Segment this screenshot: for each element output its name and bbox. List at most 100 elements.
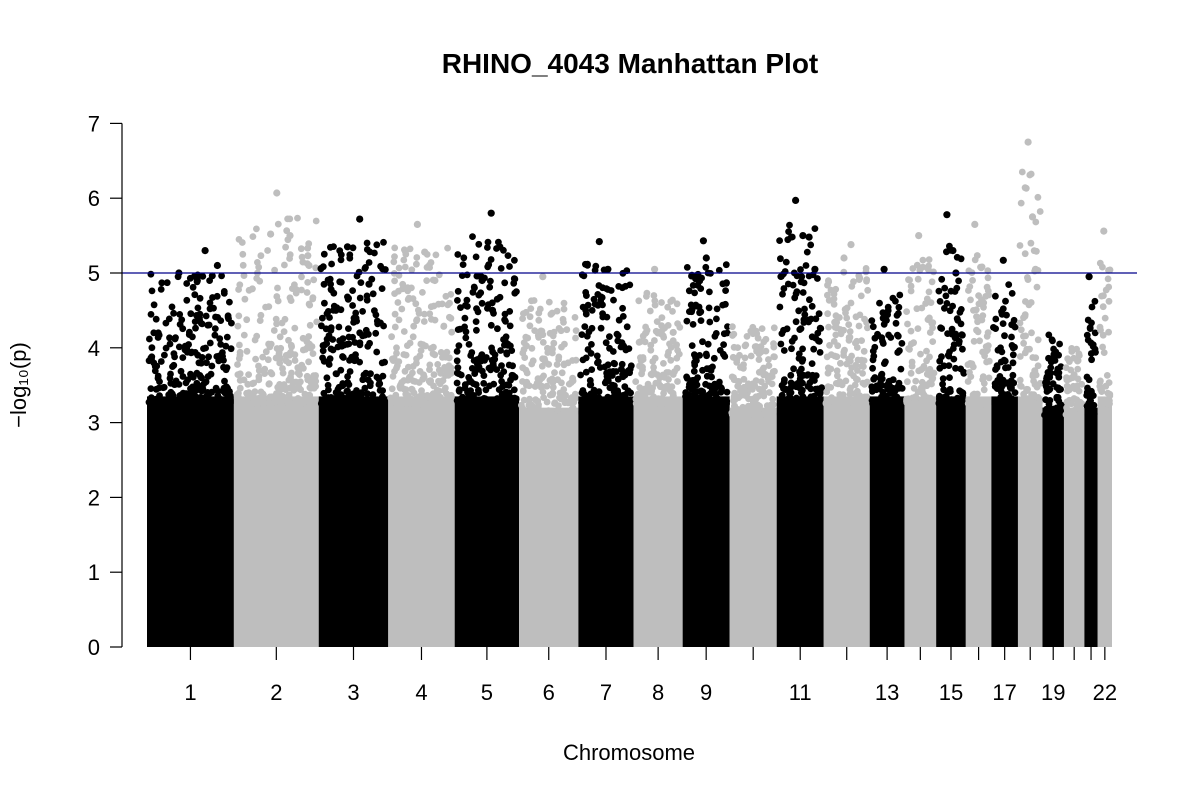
- snp-point: [1009, 351, 1017, 359]
- snp-point: [851, 381, 859, 389]
- x-tick-label-chr-17: 17: [992, 680, 1016, 705]
- x-tick-label-chr-5: 5: [481, 680, 493, 705]
- snp-point: [603, 285, 610, 292]
- snp-point: [897, 365, 905, 373]
- chromosome-22-dense-region: [1097, 396, 1112, 647]
- snp-point: [282, 386, 289, 393]
- snp-point: [485, 261, 493, 269]
- snp-point: [223, 333, 231, 341]
- snp-point: [486, 400, 494, 407]
- snp-point: [226, 388, 233, 395]
- snp-point: [204, 373, 212, 380]
- snp-point: [535, 309, 543, 317]
- x-tick-label-chr-13: 13: [875, 680, 899, 705]
- snp-point: [673, 300, 681, 308]
- snp-point: [816, 349, 824, 356]
- y-tick-label: 1: [88, 560, 100, 585]
- snp-point: [594, 359, 601, 367]
- snp-point: [165, 315, 173, 323]
- snp-point: [637, 354, 644, 361]
- snp-point: [1020, 314, 1027, 322]
- snp-point: [277, 400, 285, 407]
- snp-point: [919, 256, 927, 264]
- chromosome-1-dense-region: [147, 396, 234, 647]
- snp-point: [222, 342, 230, 350]
- snp-point: [271, 266, 278, 274]
- snp-point: [453, 348, 461, 355]
- snp-point: [928, 278, 936, 286]
- snp-point: [545, 298, 553, 306]
- snp-point: [591, 300, 599, 308]
- snp-point: [1046, 404, 1054, 412]
- snp-point: [939, 375, 947, 382]
- snp-point: [441, 364, 448, 371]
- snp-point: [816, 400, 824, 408]
- snp-point: [940, 400, 948, 407]
- snp-point: [926, 365, 934, 373]
- snp-point: [834, 372, 841, 380]
- snp-point: [454, 297, 461, 304]
- y-axis-title: −log₁₀(p): [6, 342, 31, 428]
- snp-point: [146, 335, 153, 343]
- snp-point: [391, 253, 398, 260]
- snp-point: [708, 385, 716, 393]
- top-hit-point: [1024, 138, 1032, 146]
- snp-point: [1055, 384, 1062, 392]
- snp-point: [918, 378, 926, 386]
- snp-point: [789, 281, 797, 289]
- top-hit-point: [943, 211, 951, 219]
- snp-point: [192, 324, 199, 332]
- x-tick-label-chr-4: 4: [415, 680, 427, 705]
- snp-point: [376, 380, 384, 388]
- snp-point: [519, 315, 526, 322]
- y-tick-label: 4: [88, 336, 100, 361]
- snp-point: [214, 387, 222, 395]
- snp-point: [326, 275, 334, 283]
- snp-point: [708, 373, 715, 381]
- snp-point: [408, 284, 415, 292]
- snp-point: [609, 381, 616, 389]
- snp-point: [832, 312, 840, 320]
- snp-point: [364, 390, 371, 398]
- snp-point: [432, 251, 440, 259]
- snp-point: [877, 379, 884, 387]
- snp-point: [985, 357, 993, 365]
- snp-point: [832, 380, 840, 387]
- snp-point: [176, 311, 184, 318]
- snp-point: [754, 392, 762, 400]
- y-tick-label: 6: [88, 186, 100, 211]
- snp-point: [1002, 297, 1009, 305]
- snp-point: [980, 386, 988, 394]
- snp-point: [990, 324, 997, 331]
- snp-point: [168, 303, 176, 311]
- snp-point: [1022, 184, 1030, 192]
- snp-point: [458, 272, 466, 279]
- snp-point: [1105, 267, 1112, 274]
- snp-point: [327, 285, 335, 293]
- snp-point: [974, 328, 982, 336]
- snp-point: [511, 256, 518, 264]
- snp-point: [351, 357, 358, 365]
- snp-point: [453, 357, 461, 365]
- snp-point: [977, 263, 984, 271]
- snp-point: [305, 300, 313, 308]
- snp-point: [291, 351, 299, 359]
- snp-point: [1033, 247, 1040, 255]
- snp-point: [878, 334, 886, 342]
- snp-point: [661, 324, 668, 332]
- snp-point: [408, 266, 416, 274]
- snp-point: [799, 379, 806, 387]
- snp-point: [435, 387, 443, 395]
- snp-point: [857, 292, 865, 300]
- snp-point: [1010, 379, 1018, 387]
- snp-point: [689, 282, 697, 289]
- snp-point: [910, 385, 918, 392]
- snp-point: [1097, 386, 1104, 393]
- snp-point: [992, 315, 1000, 323]
- snp-point: [696, 309, 703, 317]
- snp-point: [346, 368, 354, 375]
- snp-point: [1099, 303, 1107, 311]
- snp-point: [156, 392, 163, 400]
- snp-point: [295, 367, 303, 374]
- snp-point: [196, 310, 204, 318]
